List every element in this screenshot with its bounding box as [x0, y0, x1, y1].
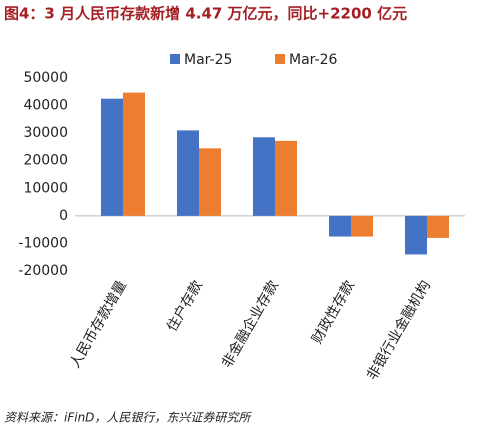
x-tick-label: 非金融企业存款 [218, 278, 282, 371]
bar [275, 140, 297, 216]
x-tick-label: 人民币存款增量 [67, 278, 130, 371]
bar [199, 148, 221, 216]
bar [101, 98, 123, 216]
legend-label: Mar-25 [184, 52, 232, 68]
bar [405, 215, 427, 255]
bar [427, 215, 449, 238]
bar [351, 215, 373, 237]
bar [329, 215, 351, 237]
y-tick-label: 0 [59, 208, 68, 224]
y-tick-label: 20000 [23, 153, 68, 169]
legend-label: Mar-26 [289, 52, 337, 68]
x-tick-label: 住户存款 [163, 278, 206, 335]
bar [123, 92, 145, 216]
bar [253, 137, 275, 216]
source-note: 资料来源：iFinD，人民银行，东兴证券研究所 [4, 411, 252, 425]
x-tick-label: 财政性存款 [309, 278, 358, 347]
legend-swatch [170, 54, 180, 64]
bar [177, 130, 199, 216]
y-tick-label: 10000 [23, 180, 68, 196]
y-tick-label: 40000 [23, 98, 68, 114]
y-tick-label: 50000 [23, 70, 68, 86]
y-tick-label: -10000 [18, 235, 68, 251]
chart-title: 图4：3 月人民币存款新增 4.47 万亿元，同比+2200 亿元 [4, 5, 407, 23]
x-tick-label: 非银行业金融机构 [364, 278, 434, 383]
y-tick-label: -20000 [18, 263, 68, 279]
y-tick-label: 30000 [23, 125, 68, 141]
legend-swatch [275, 54, 285, 64]
